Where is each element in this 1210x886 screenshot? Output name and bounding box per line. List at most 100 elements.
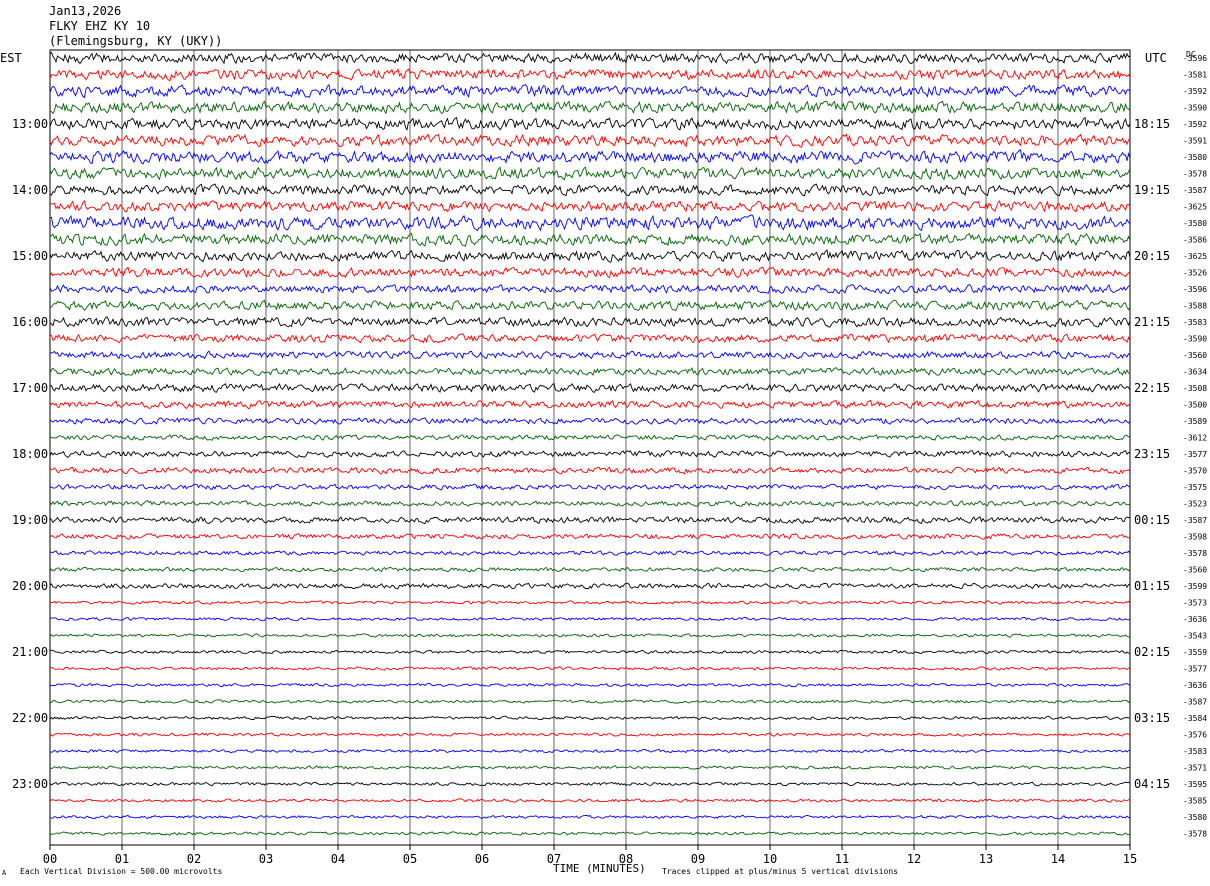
dc-offset-label: -3583 [1183, 318, 1207, 327]
dc-offset-label: -3576 [1183, 731, 1207, 740]
right-hour-label: 01:15 [1134, 579, 1170, 593]
dc-offset-label: -3586 [1183, 236, 1207, 245]
dc-offset-label: -3578 [1183, 170, 1207, 179]
dc-label: DC [1186, 50, 1196, 59]
x-tick-label: 06 [475, 852, 489, 866]
dc-offset-label: -3560 [1183, 351, 1207, 360]
dc-offset-label: -3543 [1183, 632, 1207, 641]
dc-offset-label: -3583 [1183, 747, 1207, 756]
trace-line [49, 483, 1131, 491]
right-hour-label: 02:15 [1134, 645, 1170, 659]
trace-line [49, 516, 1131, 525]
trace-line [49, 183, 1131, 197]
right-hour-label: 20:15 [1134, 249, 1170, 263]
left-hour-label: 19:00 [12, 513, 48, 527]
header-location: (Flemingsburg, KY (UKY)) [49, 34, 223, 48]
dc-offset-label: -3634 [1183, 368, 1207, 377]
trace-line [49, 399, 1131, 410]
trace-line [49, 367, 1131, 377]
trace-line [49, 715, 1131, 721]
dc-offset-label: -3571 [1183, 764, 1207, 773]
left-hour-label: 20:00 [12, 579, 48, 593]
x-tick-label: 15 [1123, 852, 1137, 866]
grid [49, 49, 1131, 850]
dc-offset-label: -3577 [1183, 450, 1207, 459]
header: Jan13,2026 FLKY EHZ KY 10 (Flemingsburg,… [49, 4, 222, 49]
dc-offset-label: -3508 [1183, 384, 1207, 393]
dc-offset-label: -3575 [1183, 483, 1207, 492]
dc-offset-label: -3587 [1183, 516, 1207, 525]
trace-line [49, 466, 1131, 475]
trace-line [49, 266, 1131, 279]
dc-offset-label: -3589 [1183, 417, 1207, 426]
dc-offset-label: -3596 [1183, 54, 1207, 63]
trace-line [49, 566, 1131, 573]
trace-line [49, 350, 1131, 360]
dc-offset-label: -3599 [1183, 582, 1207, 591]
right-hour-label: 21:15 [1134, 315, 1170, 329]
trace-line [49, 149, 1131, 165]
header-station: FLKY EHZ KY 10 [49, 19, 151, 33]
x-tick-label: 13 [979, 852, 993, 866]
trace-line [49, 84, 1131, 99]
dc-offset-label: -3585 [1183, 797, 1207, 806]
trace-line [49, 748, 1131, 754]
dc-offset-label: -3598 [1183, 533, 1207, 542]
dc-offset-label: -3580 [1183, 219, 1207, 228]
plot-frame [49, 49, 1131, 846]
trace-line [49, 434, 1131, 441]
x-tick-label: 10 [763, 852, 777, 866]
header-date: Jan13,2026 [49, 4, 122, 18]
trace-line [49, 633, 1131, 638]
right-hour-label: 18:15 [1134, 117, 1170, 131]
dc-offset-label: -3578 [1183, 830, 1207, 839]
trace-line [49, 682, 1131, 688]
dc-offset-label: -3523 [1183, 500, 1207, 509]
dc-offset-label: -3584 [1183, 714, 1207, 723]
dc-offset-label: -3560 [1183, 566, 1207, 575]
left-hour-label: 14:00 [12, 183, 48, 197]
x-tick-label: 04 [331, 852, 345, 866]
trace-line [49, 765, 1131, 770]
left-hour-label: 17:00 [12, 381, 48, 395]
trace-line [49, 299, 1131, 312]
right-hour-label: 00:15 [1134, 513, 1170, 527]
trace-line [49, 831, 1131, 836]
trace-line [49, 382, 1131, 393]
trace-line [49, 582, 1131, 590]
x-tick-label: 11 [835, 852, 849, 866]
trace-line [49, 550, 1131, 556]
trace-line [49, 814, 1131, 820]
trace-line [49, 533, 1131, 540]
dc-offset-label: -3590 [1183, 104, 1207, 113]
trace-line [49, 649, 1131, 655]
trace-line [49, 116, 1131, 131]
trace-line [49, 781, 1131, 787]
trace-line [49, 450, 1131, 458]
dc-offset-label: -3591 [1183, 137, 1207, 146]
trace-line [49, 417, 1131, 425]
dc-offset-label: -3588 [1183, 302, 1207, 311]
right-hour-label: 03:15 [1134, 711, 1170, 725]
dc-offset-label: -3636 [1183, 615, 1207, 624]
x-axis-title: TIME (MINUTES) [553, 862, 646, 875]
dc-offset-label: -3590 [1183, 335, 1207, 344]
trace-line [49, 232, 1131, 247]
x-tick-label: 14 [1051, 852, 1065, 866]
right-timezone-label: UTC [1145, 51, 1167, 65]
dc-offset-label: -3596 [1183, 285, 1207, 294]
x-tick-label: 05 [403, 852, 417, 866]
x-tick-label: 07 [547, 852, 561, 866]
dc-offset-label: -3625 [1183, 252, 1207, 261]
scale-note: Each Vertical Division = 500.00 microvol… [20, 867, 223, 876]
right-hour-label: 19:15 [1134, 183, 1170, 197]
axis-labels: 00 01 02 03 04 05 06 07 08 09 10 11 12 13 14 15 -3596 -35… [12, 54, 1207, 866]
left-hour-label: 23:00 [12, 777, 48, 791]
trace-line [49, 214, 1131, 232]
left-hour-label: 16:00 [12, 315, 48, 329]
dc-offset-label: -3570 [1183, 467, 1207, 476]
clip-note: Traces clipped at plus/minus 5 vertical … [662, 867, 899, 876]
trace-line [50, 699, 1131, 704]
trace-line [49, 166, 1131, 181]
left-hour-label: 18:00 [12, 447, 48, 461]
